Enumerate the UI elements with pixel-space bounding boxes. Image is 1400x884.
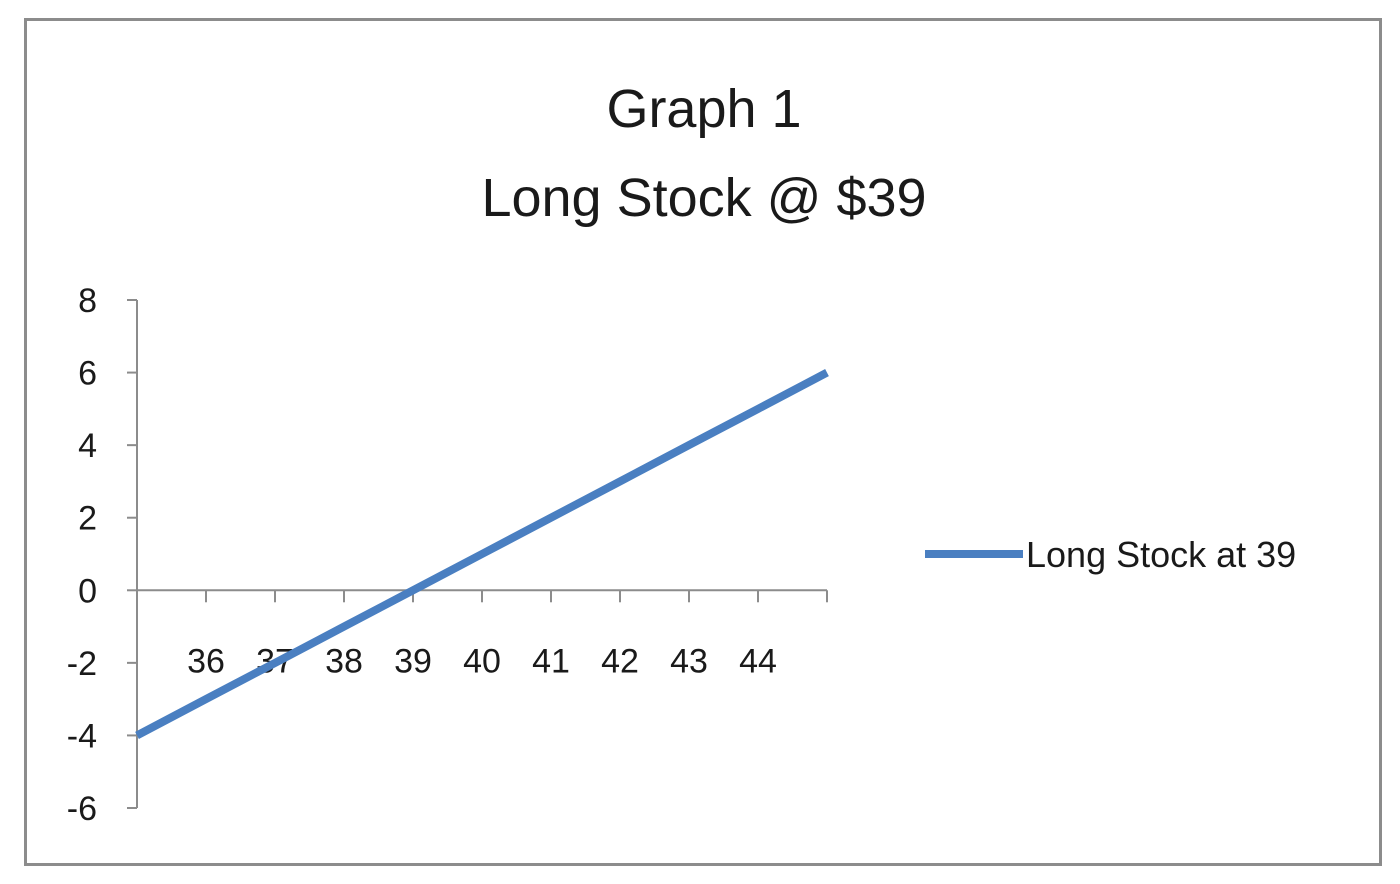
x-tick-label: 44 (739, 642, 777, 680)
x-tick-label: 40 (463, 642, 501, 680)
chart-subtitle: Long Stock @ $39 (481, 168, 926, 228)
y-tick-label: 8 (78, 282, 97, 320)
series-layer (135, 369, 829, 739)
y-tick-label: 4 (78, 427, 97, 465)
series-line (135, 369, 829, 739)
y-tick-label: -6 (67, 790, 97, 828)
y-tick-label: 2 (78, 500, 97, 538)
legend-label: Long Stock at 39 (1026, 534, 1296, 575)
x-tick-label: 38 (325, 642, 363, 680)
x-tick-label: 36 (187, 642, 225, 680)
chart-frame: Graph 1 Long Stock @ $39 8 6 4 2 0 -2 -4 -6 36 37… (24, 18, 1382, 866)
x-tick-label: 42 (601, 642, 639, 680)
y-tick-label: -2 (67, 645, 97, 683)
chart-title: Graph 1 (606, 79, 801, 139)
x-tick-label: 41 (532, 642, 570, 680)
legend: Long Stock at 39 (925, 534, 1296, 575)
y-tick-label: 6 (78, 355, 97, 393)
x-tick-label: 39 (394, 642, 432, 680)
y-tick-label: -4 (67, 717, 97, 755)
y-tick-label: 0 (78, 572, 97, 610)
x-tick-label: 43 (670, 642, 708, 680)
